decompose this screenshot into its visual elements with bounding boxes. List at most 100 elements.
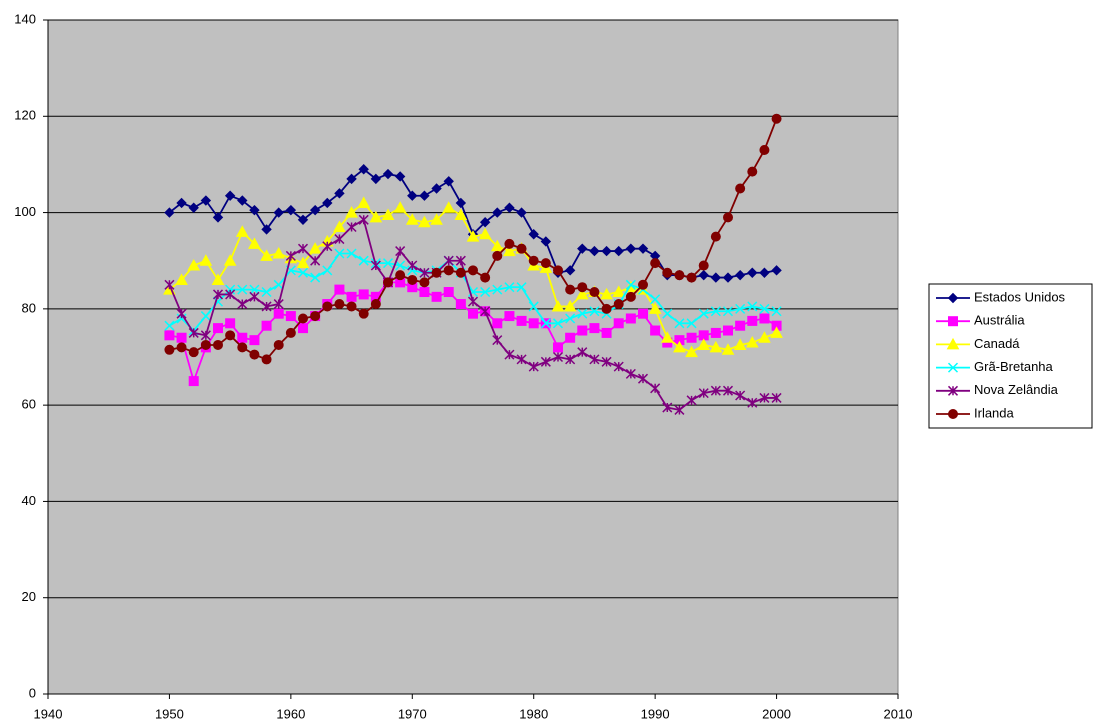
data-point [674,270,685,281]
data-point [480,286,491,298]
data-point [528,229,539,240]
data-point [395,246,406,257]
data-point [625,279,636,290]
data-point [200,311,211,322]
data-point [322,301,333,312]
legend-marker [947,385,959,396]
data-point [601,327,612,338]
y-tick-label: 40 [22,493,36,508]
data-point [528,301,539,312]
data-point [261,320,272,331]
data-point [565,354,576,365]
data-point [407,190,418,201]
data-point [492,207,503,218]
legend-label: Nova Zelândia [974,382,1059,397]
data-point [575,287,589,300]
data-point [382,258,394,269]
data-point [759,303,770,314]
data-point [710,231,721,242]
data-point [662,267,673,278]
data-point [200,195,212,206]
data-point [235,225,249,237]
data-point [565,284,576,295]
data-point [758,331,771,343]
data-point [188,202,199,213]
data-point [443,255,454,266]
y-tick-label: 100 [14,204,36,219]
data-point [285,250,296,261]
data-point [771,113,782,124]
data-point [503,244,516,257]
data-point [637,373,649,384]
data-point [225,318,236,329]
data-point [296,256,310,269]
data-point [710,272,722,283]
data-point [528,255,539,266]
x-tick-label: 1940 [34,706,63,721]
data-point [516,207,527,218]
data-point [771,265,782,276]
legend-label: Canadá [974,336,1020,351]
data-point [212,212,224,223]
data-point [660,331,674,343]
data-point [273,339,284,350]
data-point [771,392,782,403]
data-point [601,356,612,367]
data-point [261,301,272,312]
data-point [516,282,527,293]
data-point [747,166,758,177]
data-point [710,385,721,396]
data-point [455,255,466,266]
data-point [164,207,175,218]
data-point [722,385,734,396]
data-point [407,274,418,285]
data-point [662,308,673,319]
data-point [625,313,636,324]
data-point [164,344,175,355]
x-tick-label: 1960 [276,706,305,721]
data-point [698,388,709,399]
data-point [686,272,697,283]
data-point [237,195,248,206]
data-point [334,234,345,245]
data-point [261,354,272,365]
data-point [370,260,381,271]
data-point [589,287,600,298]
data-point [237,284,248,295]
data-point [369,210,383,223]
data-point [528,318,539,329]
data-point [601,245,612,257]
data-point [297,267,309,278]
data-point [442,201,456,213]
data-point [383,277,393,288]
data-point [333,220,346,233]
y-tick-label: 120 [14,108,36,123]
data-point [358,308,369,319]
data-point [225,289,236,300]
x-tick-label: 1950 [155,706,184,721]
data-point [176,342,187,353]
data-point [200,330,211,341]
data-point [650,325,661,336]
data-point [455,299,466,310]
data-point [723,325,733,336]
data-point [200,339,211,350]
data-point [686,395,697,406]
data-point [322,241,333,252]
data-point [176,197,187,209]
data-point [322,265,333,276]
data-point [345,206,358,218]
legend-marker [947,292,959,304]
data-point [577,282,588,293]
data-point [613,299,624,310]
data-point [577,308,588,319]
data-point [468,265,478,276]
data-point [540,318,551,329]
data-point [553,265,563,276]
data-point [770,326,783,338]
data-point [443,176,454,187]
data-point [540,258,551,269]
data-point [188,376,199,387]
data-point [468,308,478,319]
